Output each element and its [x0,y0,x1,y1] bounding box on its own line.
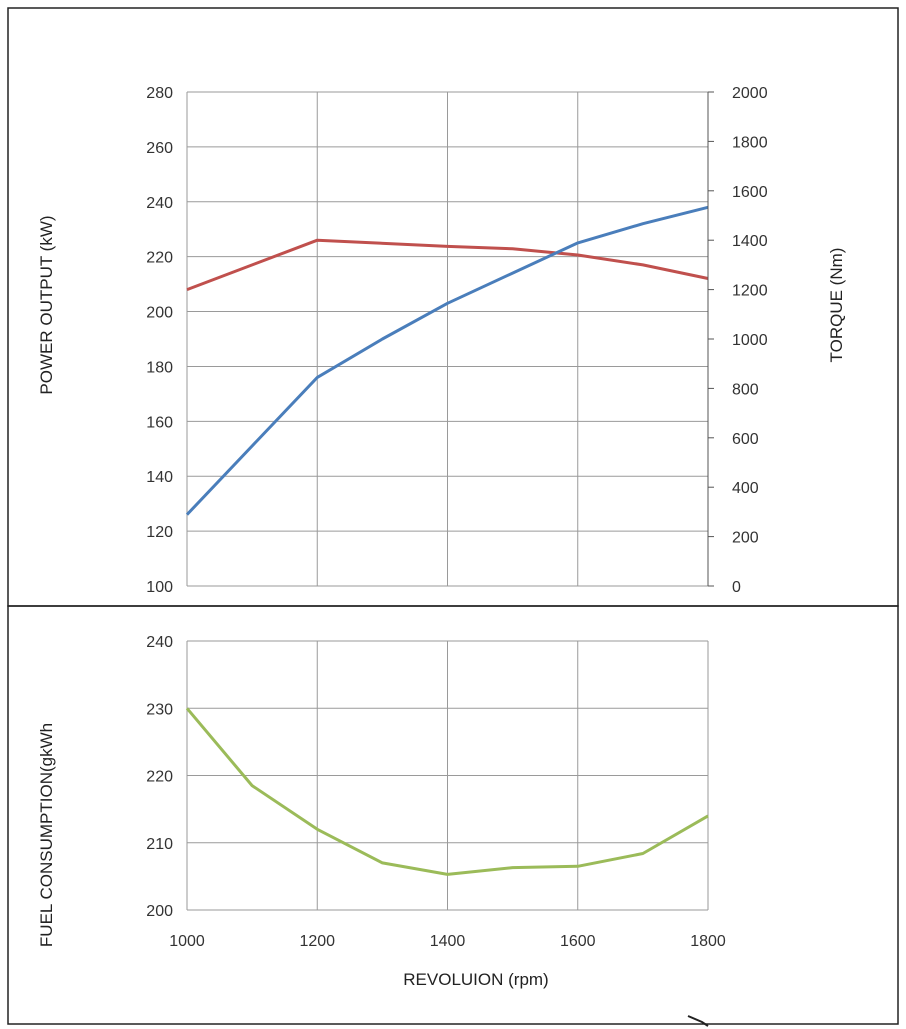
rpm-tick-label: 1000 [169,933,205,950]
rpm-tick-label: 1400 [430,933,466,950]
power-tick-label: 120 [146,524,173,541]
power-tick-label: 100 [146,579,173,596]
fuel-tick-label: 200 [146,903,173,920]
fuel-tick-label: 210 [146,836,173,853]
power-tick-label: 200 [146,305,173,322]
torque-tick-label: 1600 [732,184,768,201]
rpm-tick-label: 1600 [560,933,596,950]
fuel-tick-label: 240 [146,634,173,651]
power-line [185,205,709,516]
power-tick-label: 260 [146,140,173,157]
torque-tick-label: 1000 [732,332,768,349]
torque-axis-title: TORQUE (Nm) [827,248,846,363]
power-tick-label: 160 [146,414,173,431]
torque-tick-label: 1400 [732,233,768,250]
power-axis-title: POWER OUTPUT (kW) [37,215,56,394]
torque-tick-label: 0 [732,579,741,596]
torque-tick-label: 2000 [732,85,768,102]
power-tick-label: 140 [146,469,173,486]
power-tick-label: 180 [146,359,173,376]
torque-tick-label: 600 [732,431,759,448]
fuel-tick-label: 230 [146,701,173,718]
rpm-tick-label: 1800 [690,933,726,950]
stray-mark [687,1015,709,1027]
revolution-axis-title: REVOLUION (rpm) [403,970,548,989]
power-tick-label: 220 [146,250,173,267]
fuel-consumption-axis-title: FUEL CONSUMPTION(gkWh [37,723,56,947]
rpm-tick-label: 1200 [299,933,335,950]
torque-line [186,238,709,292]
torque-tick-label: 800 [732,381,759,398]
fuel-tick-label: 220 [146,769,173,786]
bottom-panel-frame [7,605,899,1025]
fuel-consumption-line [185,707,709,876]
torque-tick-label: 1200 [732,283,768,300]
torque-tick-label: 1800 [732,134,768,151]
power-tick-label: 240 [146,195,173,212]
torque-tick-label: 200 [732,530,759,547]
power-tick-label: 280 [146,85,173,102]
torque-tick-label: 400 [732,480,759,497]
